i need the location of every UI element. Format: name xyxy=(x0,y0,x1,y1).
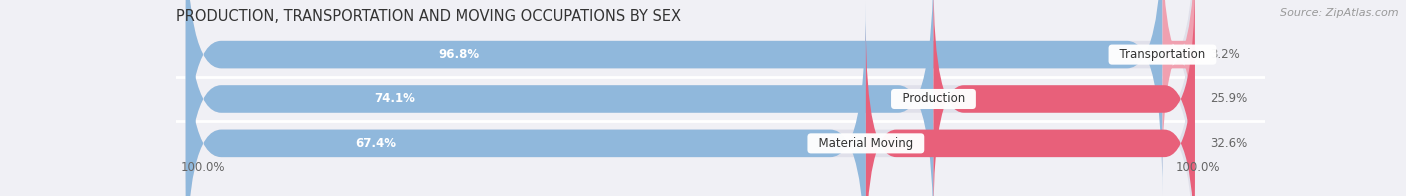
Text: PRODUCTION, TRANSPORTATION AND MOVING OCCUPATIONS BY SEX: PRODUCTION, TRANSPORTATION AND MOVING OC… xyxy=(176,8,681,24)
FancyBboxPatch shape xyxy=(186,2,1195,196)
Text: 74.1%: 74.1% xyxy=(375,93,416,105)
Text: Material Moving: Material Moving xyxy=(811,137,921,150)
FancyBboxPatch shape xyxy=(866,24,1195,196)
FancyBboxPatch shape xyxy=(1163,0,1195,174)
Text: Production: Production xyxy=(894,93,973,105)
Text: 100.0%: 100.0% xyxy=(181,161,225,173)
Text: Source: ZipAtlas.com: Source: ZipAtlas.com xyxy=(1281,8,1399,18)
FancyBboxPatch shape xyxy=(186,0,1163,196)
Text: 32.6%: 32.6% xyxy=(1211,137,1247,150)
FancyBboxPatch shape xyxy=(186,0,934,196)
Text: 3.2%: 3.2% xyxy=(1211,48,1240,61)
FancyBboxPatch shape xyxy=(186,2,866,196)
Text: 25.9%: 25.9% xyxy=(1211,93,1247,105)
Text: 67.4%: 67.4% xyxy=(356,137,396,150)
FancyBboxPatch shape xyxy=(186,0,1195,196)
FancyBboxPatch shape xyxy=(186,0,1195,196)
FancyBboxPatch shape xyxy=(934,0,1195,196)
Text: 100.0%: 100.0% xyxy=(1175,161,1220,173)
Text: 96.8%: 96.8% xyxy=(439,48,479,61)
Text: Transportation: Transportation xyxy=(1112,48,1213,61)
